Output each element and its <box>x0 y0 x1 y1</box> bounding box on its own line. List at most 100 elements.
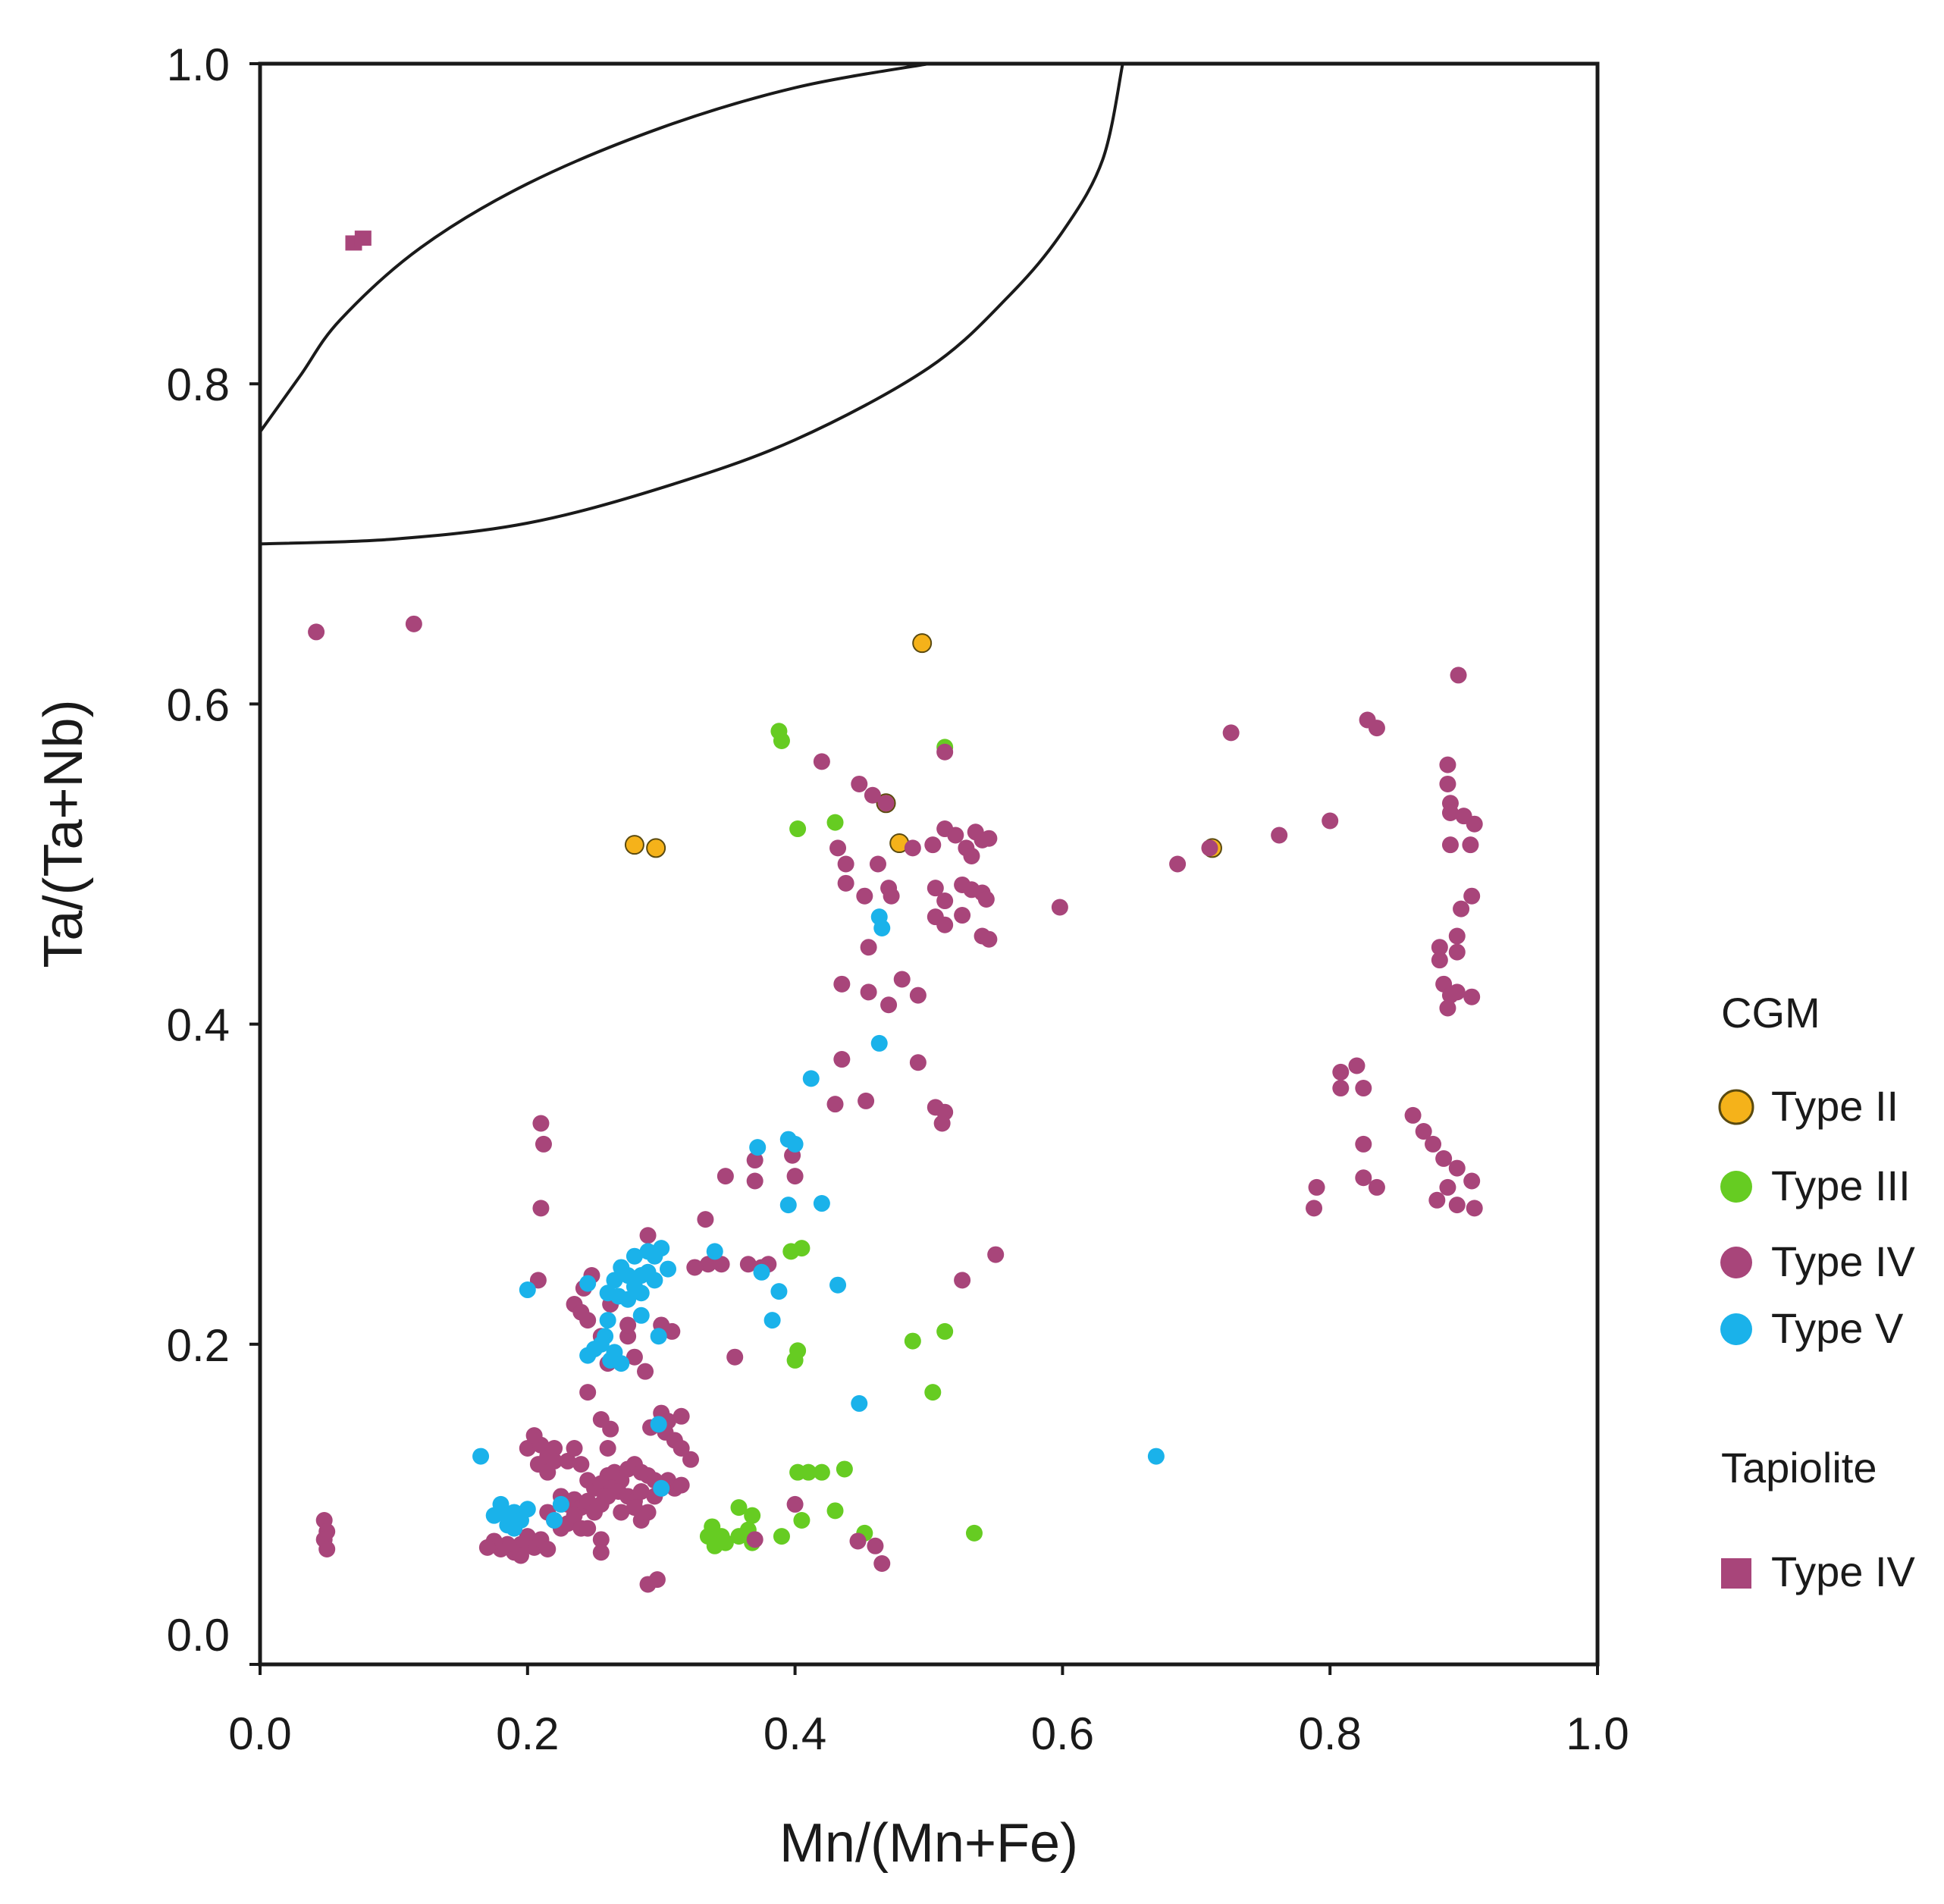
data-point-cgm_type_iv <box>1439 756 1456 773</box>
data-point-cgm_type_iv <box>673 1407 690 1425</box>
x-axis-title: Mn/(Mn+Fe) <box>779 1813 1078 1874</box>
data-point-cgm_type_iv <box>1355 1135 1372 1153</box>
legend-label-type-iii: Type III <box>1771 1162 1911 1209</box>
data-point-cgm_type_iv <box>713 1256 730 1273</box>
data-point-cgm_type_iv <box>682 1451 700 1468</box>
data-point-cgm_type_iv <box>308 623 325 641</box>
data-point-cgm_type_iv <box>1404 1106 1422 1124</box>
data-point-cgm_type_iv <box>613 1504 630 1521</box>
data-point-cgm_type_iv <box>1201 839 1218 857</box>
data-point-cgm_type_iv <box>1463 988 1481 1005</box>
data-point-cgm_type_iv <box>1368 1178 1385 1196</box>
data-point-cgm_type_v <box>753 1263 770 1281</box>
data-point-cgm_type_iv <box>860 939 877 956</box>
data-point-cgm_type_iv <box>909 987 927 1004</box>
data-point-cgm_type_iv <box>1222 724 1240 742</box>
data-point-cgm_type_iv <box>1462 836 1479 854</box>
data-point-cgm_type_iii <box>773 1528 790 1545</box>
y-tick-label: 0.4 <box>167 1000 230 1051</box>
x-tick-label: 0.2 <box>496 1708 559 1759</box>
legend-label-type-ii: Type II <box>1771 1082 1899 1130</box>
data-point-cgm_type_iv <box>826 1096 844 1113</box>
data-point-cgm_type_iv <box>1450 667 1467 684</box>
data-point-cgm_type_iv <box>626 1499 643 1517</box>
data-point-cgm_type_iv <box>936 916 954 933</box>
data-point-cgm_type_iv <box>1368 720 1385 737</box>
data-point-cgm_type_iii <box>706 1537 723 1554</box>
data-point-cgm_type_v <box>763 1312 781 1329</box>
data-point-cgm_type_iv <box>927 880 944 897</box>
data-point-cgm_type_iii <box>800 1463 817 1481</box>
data-point-cgm_type_iv <box>1425 1135 1442 1153</box>
data-point-cgm_type_iv <box>954 907 971 924</box>
data-point-cgm_type_ii <box>912 633 933 654</box>
data-point-cgm_type_v <box>706 1243 723 1260</box>
data-point-cgm_type_v <box>619 1291 637 1308</box>
data-point-cgm_type_iv <box>904 839 921 857</box>
data-point-cgm_type_iv <box>566 1507 583 1524</box>
data-point-cgm_type_iv <box>1322 812 1339 830</box>
axis-ticks: 0.0 0.2 0.4 0.6 0.8 1.0 0.0 0.2 0.4 0.6 0.8 1.0 <box>167 39 1629 1759</box>
x-tick-label: 0.8 <box>1298 1708 1361 1759</box>
data-point-cgm_type_iii <box>730 1499 748 1517</box>
x-tick-label: 0.4 <box>763 1708 826 1759</box>
data-point-cgm_type_v <box>802 1070 820 1087</box>
data-point-cgm_type_iv <box>1448 983 1466 1001</box>
data-point-cgm_type_iv <box>980 930 998 948</box>
data-point-cgm_type_iv <box>858 1092 875 1109</box>
data-point-cgm_type_iv <box>599 1440 616 1457</box>
series-cgm_type_v <box>472 908 1165 1537</box>
data-point-cgm_type_iv <box>405 615 422 632</box>
data-point-cgm_type_iv <box>873 1555 891 1573</box>
data-point-cgm_type_iv <box>686 1259 704 1276</box>
data-point-cgm_type_iv <box>936 743 954 761</box>
data-point-cgm_type_v <box>1147 1448 1165 1465</box>
data-point-cgm_type_iv <box>592 1544 610 1561</box>
data-point-cgm_type_iv <box>1439 999 1456 1017</box>
data-point-cgm_type_iv <box>833 1051 851 1068</box>
legend-label-type-iv: Type IV <box>1771 1237 1916 1285</box>
data-point-cgm_type_v <box>499 1507 516 1524</box>
data-point-cgm_type_ii <box>624 835 644 855</box>
data-point-cgm_type_iv <box>726 1348 744 1366</box>
data-point-cgm_type_iv <box>880 996 898 1014</box>
data-point-cgm_type_iv <box>619 1316 637 1334</box>
data-point-cgm_type_iii <box>793 1240 811 1257</box>
data-point-cgm_type_iv <box>1441 804 1459 821</box>
data-point-cgm_type_iv <box>1428 1191 1446 1209</box>
x-tick-label: 1.0 <box>1566 1708 1629 1759</box>
data-point-cgm_type_v <box>653 1479 670 1497</box>
data-point-cgm_type_iv <box>947 827 964 844</box>
data-point-cgm_type_iv <box>849 1532 867 1550</box>
data-point-cgm_type_v <box>829 1276 847 1294</box>
data-point-cgm_type_iv <box>1448 1197 1466 1214</box>
data-point-cgm_type_iv <box>786 1495 804 1513</box>
data-point-cgm_type_ii <box>646 838 666 858</box>
data-point-cgm_type_iv <box>869 855 886 873</box>
data-point-cgm_type_iii <box>836 1460 853 1478</box>
data-point-cgm_type_iv <box>579 1384 597 1401</box>
data-point-cgm_type_iii <box>826 1502 844 1520</box>
data-point-cgm_type_iv <box>786 1168 804 1185</box>
data-point-cgm_type_iv <box>1448 1159 1466 1177</box>
data-point-cgm_type_iii <box>789 1342 807 1360</box>
data-point-cgm_type_iii <box>826 814 844 831</box>
series-cgm_type_iii <box>699 723 983 1554</box>
data-point-cgm_type_iv <box>1466 1200 1483 1217</box>
data-point-cgm_type_iv <box>851 775 868 792</box>
data-point-cgm_type_iv <box>599 1488 616 1505</box>
data-point-cgm_type_iii <box>904 1332 921 1350</box>
data-point-cgm_type_v <box>506 1520 523 1537</box>
data-point-cgm_type_iv <box>1448 943 1466 961</box>
data-point-cgm_type_v <box>786 1135 804 1153</box>
data-point-cgm_type_iv <box>1355 1080 1372 1097</box>
data-point-cgm_type_v <box>813 1195 830 1212</box>
data-point-cgm_type_iv <box>746 1172 763 1190</box>
data-point-cgm_type_v <box>519 1281 536 1299</box>
data-point-cgm_type_iv <box>977 890 995 908</box>
data-point-cgm_type_iv <box>1463 887 1481 905</box>
tapiolite-field-upper-boundary <box>259 62 930 433</box>
data-point-cgm_type_iii <box>789 820 807 838</box>
data-point-cgm_type_v <box>597 1328 614 1345</box>
